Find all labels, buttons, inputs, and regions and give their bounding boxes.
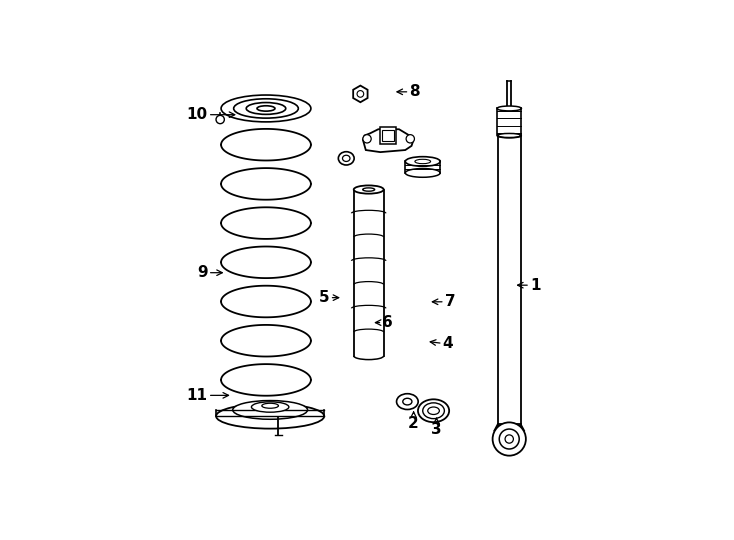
Ellipse shape <box>498 133 521 138</box>
Text: 11: 11 <box>186 388 208 403</box>
FancyBboxPatch shape <box>497 109 521 136</box>
Ellipse shape <box>403 399 412 405</box>
Ellipse shape <box>428 407 440 415</box>
Circle shape <box>505 435 513 443</box>
Circle shape <box>406 134 415 143</box>
Text: 3: 3 <box>431 422 442 437</box>
Ellipse shape <box>338 152 354 165</box>
FancyBboxPatch shape <box>379 127 396 144</box>
Ellipse shape <box>262 403 278 408</box>
Text: 4: 4 <box>443 336 454 351</box>
Ellipse shape <box>354 185 384 194</box>
Circle shape <box>357 91 364 97</box>
Ellipse shape <box>497 106 521 111</box>
Ellipse shape <box>233 401 308 419</box>
Ellipse shape <box>343 155 350 161</box>
Text: 1: 1 <box>530 278 540 293</box>
Ellipse shape <box>415 159 431 164</box>
Ellipse shape <box>405 157 440 166</box>
Ellipse shape <box>396 394 418 409</box>
FancyBboxPatch shape <box>382 130 393 141</box>
Text: 5: 5 <box>319 290 330 305</box>
Polygon shape <box>363 129 413 152</box>
Ellipse shape <box>423 403 444 418</box>
Text: 8: 8 <box>410 84 420 99</box>
Ellipse shape <box>363 188 374 191</box>
Ellipse shape <box>233 99 298 118</box>
Text: 7: 7 <box>445 294 455 309</box>
Ellipse shape <box>216 404 324 429</box>
Ellipse shape <box>418 399 449 422</box>
Text: 9: 9 <box>197 265 208 280</box>
Ellipse shape <box>246 103 286 114</box>
Circle shape <box>499 429 519 449</box>
Polygon shape <box>353 85 368 102</box>
Ellipse shape <box>221 95 311 122</box>
Text: 2: 2 <box>408 416 419 431</box>
Circle shape <box>363 134 371 143</box>
FancyBboxPatch shape <box>498 136 521 424</box>
Text: 6: 6 <box>382 315 393 330</box>
Circle shape <box>493 422 526 456</box>
Text: 10: 10 <box>186 107 208 122</box>
Ellipse shape <box>257 106 275 111</box>
Circle shape <box>216 116 225 124</box>
Ellipse shape <box>252 402 289 412</box>
